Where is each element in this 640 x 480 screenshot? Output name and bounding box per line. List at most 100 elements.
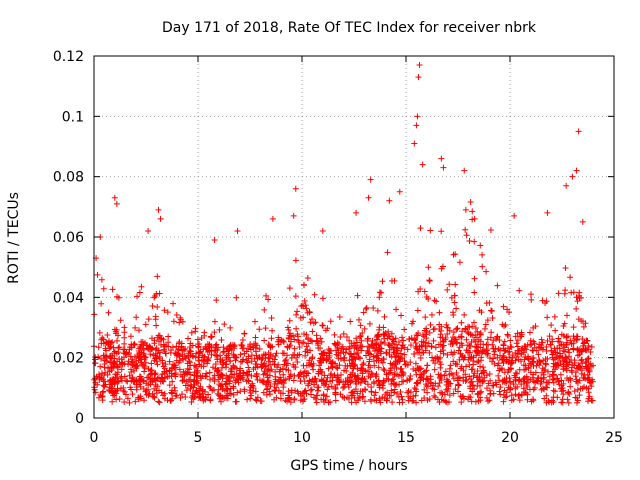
data-point xyxy=(529,347,536,354)
data-point xyxy=(585,342,592,349)
data-point xyxy=(142,321,149,328)
data-point xyxy=(115,344,122,351)
data-point xyxy=(539,339,546,346)
data-point xyxy=(288,355,295,362)
y-axis-label: ROTI / TECUs xyxy=(6,192,22,284)
data-point xyxy=(408,320,415,327)
data-point xyxy=(583,365,590,372)
data-point xyxy=(127,333,134,340)
data-point xyxy=(401,326,408,333)
data-point xyxy=(111,194,118,201)
data-point xyxy=(442,368,449,375)
data-point xyxy=(437,364,444,371)
data-point xyxy=(373,354,380,361)
data-point xyxy=(336,362,343,369)
data-point xyxy=(422,347,429,354)
data-point xyxy=(286,317,293,324)
data-point xyxy=(248,392,255,399)
data-point xyxy=(286,394,293,401)
data-point xyxy=(574,380,581,387)
data-point xyxy=(94,381,101,388)
data-point xyxy=(479,251,486,258)
data-point xyxy=(381,367,388,374)
data-point xyxy=(150,352,157,359)
data-point xyxy=(170,365,177,372)
data-point xyxy=(141,397,148,404)
data-point xyxy=(287,399,294,406)
data-point xyxy=(214,390,221,397)
data-point xyxy=(253,370,260,377)
data-point xyxy=(172,392,179,399)
data-point xyxy=(102,353,109,360)
data-point xyxy=(102,381,109,388)
data-point xyxy=(184,335,191,342)
data-point xyxy=(192,388,199,395)
data-point xyxy=(340,330,347,337)
data-point xyxy=(211,378,218,385)
data-point xyxy=(477,331,484,338)
data-point xyxy=(375,364,382,371)
data-point xyxy=(426,349,433,356)
data-point xyxy=(515,393,522,400)
data-point xyxy=(477,242,484,249)
data-point xyxy=(376,294,383,301)
data-point xyxy=(295,339,302,345)
data-point xyxy=(480,377,487,384)
data-point xyxy=(563,334,570,341)
data-point xyxy=(446,327,453,334)
data-point xyxy=(126,346,133,353)
data-point xyxy=(444,330,451,337)
data-point xyxy=(269,327,276,334)
data-point xyxy=(484,317,491,324)
data-point xyxy=(360,309,367,316)
data-point xyxy=(537,380,544,387)
data-point xyxy=(328,370,335,377)
data-point xyxy=(467,385,474,392)
data-point xyxy=(436,309,443,316)
x-tick-label: 10 xyxy=(293,430,311,446)
data-point xyxy=(147,351,154,358)
data-point xyxy=(249,344,256,351)
data-point xyxy=(471,289,478,296)
data-point xyxy=(527,291,534,298)
data-point xyxy=(384,335,391,342)
data-point xyxy=(197,383,204,390)
data-point xyxy=(99,397,106,404)
data-point xyxy=(206,347,213,354)
data-point xyxy=(117,317,124,324)
data-point xyxy=(251,318,258,325)
data-point xyxy=(379,394,386,401)
data-point xyxy=(509,354,516,361)
data-point xyxy=(185,354,192,361)
data-point xyxy=(322,381,329,388)
data-point xyxy=(418,342,425,349)
data-point xyxy=(444,286,451,293)
data-point xyxy=(580,342,587,349)
data-point xyxy=(100,340,107,347)
data-point xyxy=(260,378,267,385)
data-point xyxy=(588,383,595,390)
data-point xyxy=(573,305,580,312)
data-point xyxy=(224,395,231,402)
data-point xyxy=(167,347,174,354)
data-point xyxy=(496,367,503,374)
data-point xyxy=(297,314,304,321)
data-point xyxy=(363,304,370,311)
data-point xyxy=(151,370,158,377)
data-point xyxy=(130,341,137,348)
data-point xyxy=(527,360,534,367)
data-point xyxy=(98,276,105,283)
data-point xyxy=(205,343,212,350)
data-point xyxy=(413,399,420,406)
data-point xyxy=(553,375,560,382)
data-point xyxy=(145,227,152,234)
data-point xyxy=(168,397,175,404)
data-point xyxy=(494,282,501,289)
data-point xyxy=(105,339,112,346)
data-point xyxy=(407,375,414,382)
data-point xyxy=(151,375,158,382)
data-point xyxy=(156,290,163,297)
data-point xyxy=(417,355,424,362)
data-point xyxy=(280,371,287,378)
data-point xyxy=(404,389,411,396)
